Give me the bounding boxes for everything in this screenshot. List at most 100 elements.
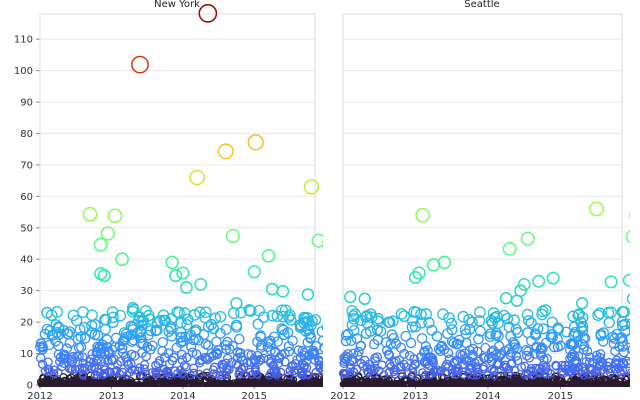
data-point xyxy=(78,322,91,334)
data-point xyxy=(626,293,630,305)
data-point xyxy=(390,338,402,349)
y-tick-label: 60 xyxy=(20,192,33,203)
data-point xyxy=(408,368,418,377)
data-point xyxy=(262,341,273,353)
data-point xyxy=(340,335,352,347)
data-point xyxy=(523,346,534,357)
data-point xyxy=(545,331,557,343)
data-point xyxy=(265,282,279,296)
data-point xyxy=(492,317,504,329)
data-point xyxy=(114,309,127,322)
data-point xyxy=(585,352,595,363)
data-point xyxy=(511,371,520,380)
data-point xyxy=(546,271,560,285)
data-point xyxy=(177,349,187,360)
data-point xyxy=(405,337,417,349)
data-point xyxy=(633,378,639,384)
data-point xyxy=(445,317,457,330)
data-point xyxy=(100,365,110,375)
data-point xyxy=(443,312,455,324)
data-point xyxy=(409,321,421,333)
data-point xyxy=(618,306,630,318)
data-point xyxy=(395,308,408,320)
data-point xyxy=(448,337,459,349)
data-point xyxy=(595,349,606,359)
data-point xyxy=(631,383,636,388)
data-point xyxy=(565,338,577,349)
data-point xyxy=(78,358,88,368)
data-point xyxy=(344,290,357,304)
data-point xyxy=(321,376,323,383)
data-point xyxy=(326,382,331,387)
data-point xyxy=(342,328,354,340)
data-point xyxy=(364,308,377,320)
y-tick-label: 30 xyxy=(20,286,33,297)
data-point xyxy=(220,339,231,351)
data-point xyxy=(147,368,157,377)
data-point xyxy=(381,375,390,384)
data-point xyxy=(633,377,639,383)
data-point xyxy=(358,361,368,371)
data-point xyxy=(41,306,54,319)
data-point xyxy=(321,323,323,331)
y-tick-label: 50 xyxy=(20,223,33,234)
data-point xyxy=(576,322,588,334)
data-point xyxy=(170,366,180,375)
data-point xyxy=(626,371,630,380)
data-point xyxy=(346,319,358,331)
data-point xyxy=(627,345,630,354)
data-point xyxy=(474,306,486,319)
data-point xyxy=(575,316,587,328)
data-point xyxy=(632,357,640,365)
data-point xyxy=(483,353,494,364)
data-point xyxy=(632,382,637,387)
data-point xyxy=(106,306,119,319)
data-point xyxy=(372,352,383,362)
data-point xyxy=(175,326,187,338)
data-point xyxy=(276,285,290,298)
data-point xyxy=(353,346,364,357)
data-point xyxy=(64,326,76,338)
data-point xyxy=(50,319,62,331)
data-point xyxy=(557,360,567,370)
data-point xyxy=(520,231,535,246)
data-point xyxy=(324,347,333,356)
data-point xyxy=(75,331,87,343)
data-point xyxy=(163,325,175,337)
data-point xyxy=(400,330,412,342)
data-point xyxy=(539,304,552,317)
data-point xyxy=(485,328,496,340)
data-point xyxy=(578,332,589,344)
data-point xyxy=(277,324,289,336)
data-point xyxy=(626,318,630,329)
y-tick-label: 110 xyxy=(14,35,33,46)
data-point xyxy=(480,342,491,353)
data-point xyxy=(131,55,149,74)
data-point xyxy=(43,364,53,374)
data-point xyxy=(589,201,605,217)
data-point xyxy=(626,380,630,387)
data-point xyxy=(176,266,190,280)
panel-new-york: New York 0 10 20 30 40 50 60 70 80 90 100 110 2012 20… xyxy=(14,0,333,400)
data-point xyxy=(408,270,422,284)
data-point xyxy=(169,269,183,283)
data-point xyxy=(230,297,243,310)
data-point xyxy=(340,329,352,341)
data-point xyxy=(386,329,398,341)
data-point xyxy=(530,349,540,359)
data-point xyxy=(401,362,411,372)
data-point xyxy=(631,370,638,377)
data-point xyxy=(436,340,447,351)
data-point xyxy=(631,382,636,387)
data-point xyxy=(631,382,636,387)
data-point xyxy=(474,325,486,337)
data-point xyxy=(433,344,445,355)
data-point xyxy=(394,355,404,365)
data-point xyxy=(252,318,264,330)
data-point xyxy=(491,310,503,323)
data-point xyxy=(629,211,630,219)
data-point xyxy=(436,341,447,352)
data-point xyxy=(346,363,355,373)
data-point xyxy=(517,277,531,291)
